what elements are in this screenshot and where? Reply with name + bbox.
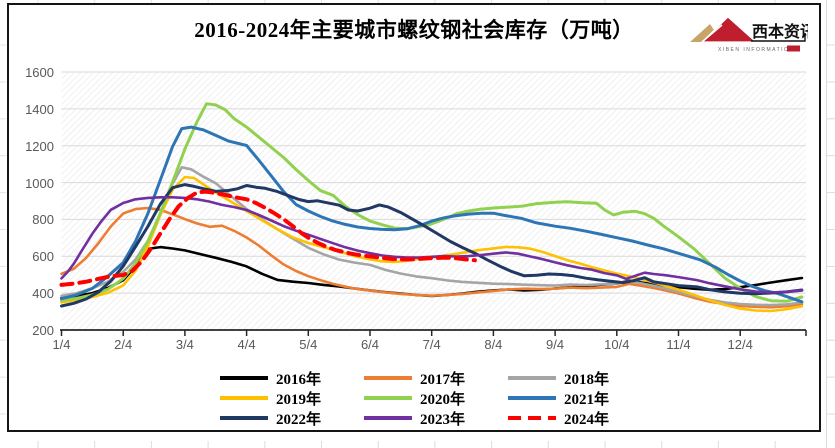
series-line-2022 <box>60 183 804 308</box>
legend-label: 2016年 <box>276 371 322 388</box>
legend-item-2024: 2024年 <box>508 408 658 428</box>
legend-label: 2023年 <box>420 411 466 428</box>
legend-swatch <box>220 396 268 400</box>
legend-item-2017: 2017年 <box>364 368 508 388</box>
y-axis-label: 1400 <box>25 101 54 117</box>
x-axis-label: 4/4 <box>237 337 256 352</box>
legend-item-2020: 2020年 <box>364 388 508 408</box>
legend-item-2021: 2021年 <box>508 388 658 408</box>
legend-swatch <box>220 376 268 380</box>
logo-mountain-red-icon <box>700 16 758 43</box>
logo-swoosh-icon <box>701 24 723 43</box>
logo-subtext: XIBEN INFORMATION <box>718 47 795 53</box>
legend-swatch <box>508 415 556 421</box>
x-axis-label: 6/4 <box>360 337 380 352</box>
series-line-2018 <box>60 166 804 307</box>
xiben-logo: 西本资讯 XIBEN INFORMATION <box>688 12 816 58</box>
legend-label: 2019年 <box>276 391 322 408</box>
plot-hatch-background <box>61 72 806 330</box>
legend-swatch <box>364 376 412 380</box>
legend-label: 2018年 <box>564 371 610 388</box>
x-axis-label: 12/4 <box>727 337 753 352</box>
y-axis-label: 800 <box>32 212 54 228</box>
legend-swatch <box>508 376 556 380</box>
legend-swatch <box>508 396 556 400</box>
y-axis-label: 600 <box>32 249 54 265</box>
x-axis-label: 3/4 <box>175 337 194 352</box>
y-axis-label: 1000 <box>25 175 54 191</box>
x-axis-label: 10/4 <box>604 337 630 352</box>
legend-item-2019: 2019年 <box>220 388 364 408</box>
legend-item-2022: 2022年 <box>220 408 364 428</box>
legend-item-2023: 2023年 <box>364 408 508 428</box>
x-axis-label: 11/4 <box>666 337 691 352</box>
legend-item-2018: 2018年 <box>508 368 658 388</box>
y-axis-label: 400 <box>32 286 54 302</box>
logo-name: 西本资讯 <box>752 22 808 41</box>
x-axis-label: 5/4 <box>299 337 318 352</box>
series-line-2024 <box>59 189 477 287</box>
y-axis-label: 1200 <box>25 138 54 154</box>
legend-label: 2017年 <box>420 371 466 388</box>
x-axis-label: 2/4 <box>114 337 133 352</box>
legend-label: 2021年 <box>564 391 610 408</box>
x-axis-label: 7/4 <box>422 337 441 352</box>
legend-label: 2020年 <box>420 391 466 408</box>
logo-underline <box>751 33 806 42</box>
legend-swatch <box>364 416 412 420</box>
x-axis-label: 8/4 <box>484 337 503 352</box>
logo-red-tag-icon <box>787 45 800 52</box>
legend-label: 2022年 <box>276 411 322 428</box>
xiben-logo-graphic: 西本资讯 XIBEN INFORMATION <box>690 16 816 53</box>
series-line-2021 <box>60 125 804 304</box>
y-axis-label: 1600 <box>25 65 54 80</box>
legend-swatch <box>364 396 412 400</box>
legend-item-2016: 2016年 <box>220 368 364 388</box>
x-axis-label: 1/4 <box>52 337 71 352</box>
legend-label: 2024年 <box>564 411 610 428</box>
chart-title: 2016-2024年主要城市螺纹钢社会库存（万吨） <box>194 18 634 42</box>
legend: 2016年 2017年 2018年 2019年 2020年 2021年 2022年 2023年… <box>220 368 658 428</box>
legend-swatch <box>220 416 268 420</box>
x-axis-label: 9/4 <box>546 337 565 352</box>
y-axis-label: 200 <box>32 323 54 338</box>
